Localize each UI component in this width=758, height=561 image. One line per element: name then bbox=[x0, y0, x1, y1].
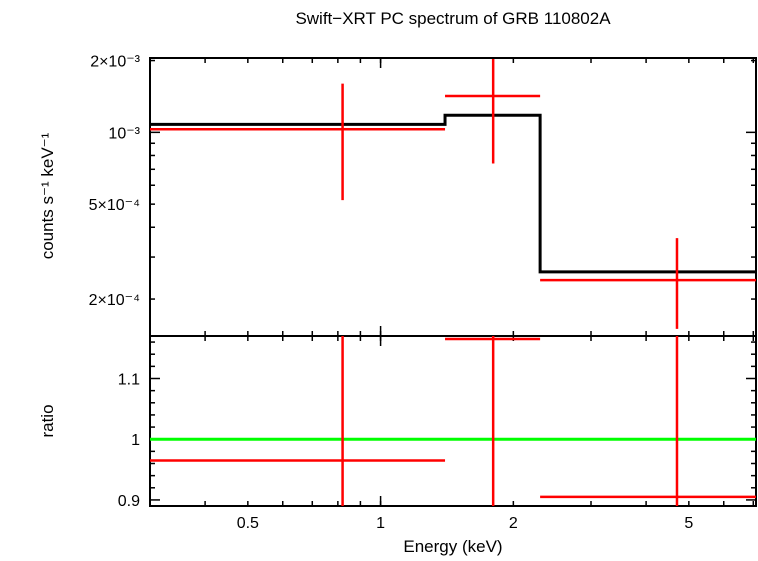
y-axis-label-ratio: ratio bbox=[38, 404, 57, 437]
x-tick-label: 2 bbox=[509, 515, 518, 532]
x-tick-label: 0.5 bbox=[237, 515, 259, 532]
y-tick-label: 10⁻³ bbox=[108, 125, 140, 142]
data-point bbox=[540, 336, 756, 506]
spectrum-panel: 2×10⁻⁴ 5×10⁻⁴ 10⁻³ 2×10⁻³ bbox=[89, 54, 757, 337]
ratio-panel: 0.9 1 1.1 bbox=[118, 335, 757, 510]
data-point bbox=[150, 83, 446, 201]
y-tick-label: 1.1 bbox=[118, 372, 140, 389]
y-tick-label: 2×10⁻³ bbox=[90, 54, 140, 71]
y-tick-label: 2×10⁻⁴ bbox=[89, 292, 140, 309]
model-step-line bbox=[150, 113, 756, 274]
y-tick-label: 1 bbox=[131, 432, 140, 449]
data-point bbox=[445, 336, 541, 506]
x-tick-label: 5 bbox=[684, 515, 693, 532]
y-tick-label: 5×10⁻⁴ bbox=[89, 197, 140, 214]
data-point bbox=[540, 238, 756, 329]
plot-frame bbox=[149, 335, 757, 507]
x-tick-label: 1 bbox=[376, 515, 385, 532]
y-axis-label-spectrum: counts s⁻¹ keV⁻¹ bbox=[38, 132, 57, 259]
chart-title: Swift−XRT PC spectrum of GRB 110802A bbox=[295, 9, 611, 28]
y-tick-label: 0.9 bbox=[118, 493, 140, 510]
data-point bbox=[445, 59, 541, 164]
data-point bbox=[150, 336, 446, 506]
plot-frame bbox=[149, 57, 757, 337]
x-axis-label: Energy (keV) bbox=[403, 537, 502, 556]
